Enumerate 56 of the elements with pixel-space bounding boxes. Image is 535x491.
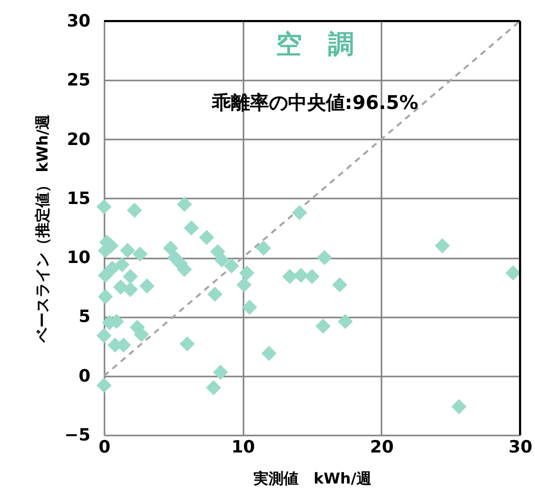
annotation: 乖離率の中央値:96.5%: [210, 92, 418, 114]
point: [261, 346, 277, 361]
point: [199, 230, 214, 246]
point: [162, 240, 178, 256]
y-tick-label: 30: [66, 12, 91, 32]
point: [122, 282, 138, 298]
x-tick-label: 10: [231, 438, 256, 458]
point: [434, 238, 450, 254]
point: [96, 328, 112, 344]
x-axis-title: 実測値 kWh/週: [252, 470, 372, 488]
point: [180, 336, 195, 352]
y-tick-label: 0: [78, 366, 91, 386]
y-tick-label: 5: [78, 307, 90, 328]
point: [134, 326, 150, 342]
point: [132, 246, 148, 262]
y-tick-label: −5: [64, 426, 90, 446]
x-tick-label: 20: [370, 438, 394, 458]
point: [96, 199, 112, 214]
point: [316, 250, 332, 266]
y-tick-label: 15: [66, 188, 90, 209]
point: [98, 289, 113, 304]
point: [224, 258, 240, 274]
point: [114, 257, 130, 272]
x-tick-label: 30: [508, 438, 532, 458]
point: [239, 265, 254, 281]
y-tick-label: 25: [66, 70, 90, 91]
point: [236, 277, 252, 292]
point: [184, 220, 199, 236]
point: [282, 268, 298, 284]
point: [332, 277, 348, 292]
point: [293, 268, 308, 283]
point: [242, 300, 258, 315]
point: [505, 265, 521, 281]
point: [98, 268, 113, 283]
point: [304, 268, 320, 284]
point: [256, 240, 272, 256]
point: [104, 260, 120, 276]
y-tick-label: 10: [66, 248, 91, 268]
point: [338, 314, 353, 330]
point: [214, 252, 230, 268]
point: [139, 278, 155, 294]
point: [96, 378, 112, 393]
point: [451, 399, 467, 414]
point: [207, 286, 223, 302]
point: [292, 205, 308, 220]
point: [316, 318, 331, 334]
chart-title: 空 調: [276, 30, 354, 60]
point: [122, 268, 138, 284]
y-axis-title: ベースライン（推定値） kWh/週: [33, 114, 52, 344]
x-tick-label: 0: [98, 438, 111, 458]
point: [206, 380, 222, 396]
point: [176, 196, 192, 212]
point: [120, 242, 136, 258]
point: [212, 364, 228, 380]
y-tick-label: 20: [66, 130, 91, 150]
point: [126, 202, 142, 218]
